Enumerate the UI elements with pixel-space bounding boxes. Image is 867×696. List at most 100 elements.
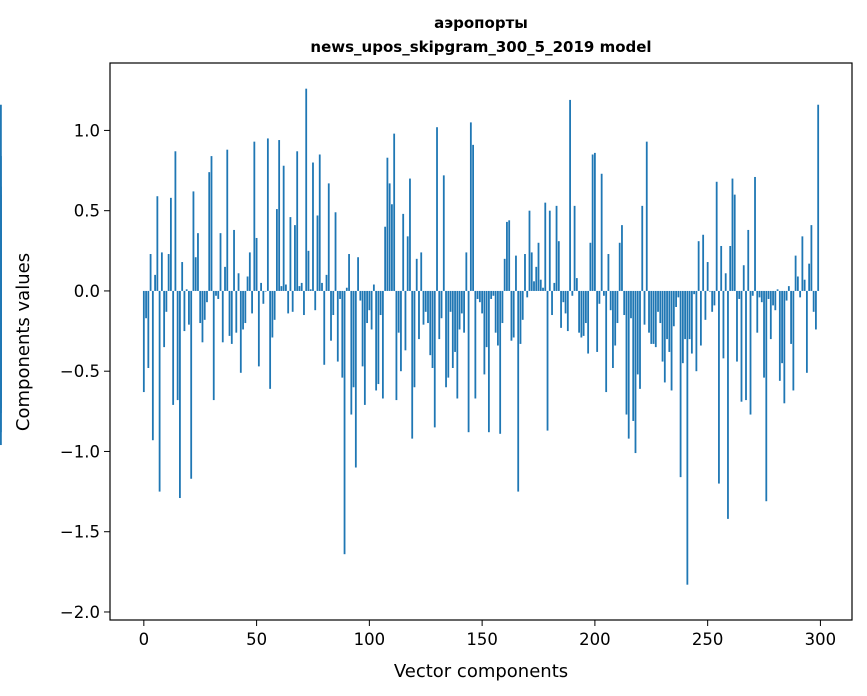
y-tick-label: −1.5 [60, 523, 100, 542]
bar [618, 242, 621, 291]
bar [492, 290, 495, 296]
bar [246, 276, 249, 291]
bar [190, 290, 193, 479]
bar [305, 88, 308, 291]
bar [174, 151, 177, 291]
bar [221, 290, 224, 343]
bar [201, 290, 204, 343]
bar [517, 290, 520, 492]
bar [684, 290, 686, 340]
bar [607, 254, 610, 291]
bar [603, 290, 605, 296]
bar [632, 290, 635, 421]
bar [548, 210, 551, 291]
bar [634, 290, 637, 454]
bar [345, 287, 348, 291]
bar [197, 233, 199, 291]
bar [677, 290, 680, 298]
bar [803, 279, 806, 291]
bar [368, 290, 371, 311]
bar [393, 133, 396, 291]
bar [754, 176, 756, 291]
bar [0, 290, 2, 324]
bar [515, 255, 517, 291]
bar [314, 290, 317, 311]
bar [566, 290, 569, 332]
x-tick-label: 200 [579, 630, 611, 649]
bar [366, 290, 368, 324]
bar [542, 287, 544, 291]
bar [188, 290, 190, 325]
bar [361, 290, 364, 367]
bar [625, 290, 628, 415]
bar [596, 290, 599, 352]
x-tick-label: 0 [139, 630, 150, 649]
bar [158, 290, 161, 492]
bar [395, 290, 398, 401]
y-tick-label: 1.0 [74, 121, 100, 140]
bar [323, 290, 326, 365]
bar [598, 290, 601, 304]
x-tick-label: 50 [246, 630, 267, 649]
bar [420, 252, 423, 291]
bar [630, 290, 632, 319]
bar [282, 165, 285, 291]
bar [693, 290, 696, 295]
y-axis-label: Components values [13, 253, 34, 431]
bar [530, 252, 533, 291]
bar [169, 197, 172, 291]
bar [460, 290, 463, 314]
bar [400, 290, 402, 372]
bar [431, 290, 434, 368]
bar [156, 196, 159, 291]
bar [627, 290, 630, 439]
bar [165, 290, 168, 312]
bar [228, 290, 231, 336]
bar [145, 290, 147, 319]
chart-subtitle: news_upos_skipgram_300_5_2019 model [310, 38, 651, 56]
bar [411, 290, 414, 439]
bar [266, 138, 269, 291]
bar [379, 290, 382, 316]
bar [544, 202, 547, 291]
bar [481, 290, 484, 314]
bar [397, 290, 400, 333]
bar [785, 290, 788, 301]
bar [0, 290, 2, 413]
bar [465, 252, 468, 291]
bar [643, 290, 646, 325]
bar [179, 290, 181, 499]
bar [584, 290, 587, 324]
bar [524, 254, 526, 291]
bar [756, 290, 759, 333]
bar [478, 290, 481, 303]
bar [330, 290, 332, 341]
bar [424, 290, 427, 312]
bar [510, 290, 513, 341]
bar [248, 252, 251, 291]
x-axis-label: Vector components [394, 661, 568, 682]
bar [792, 290, 795, 391]
bar [645, 141, 648, 291]
bar [709, 290, 711, 292]
bar [555, 205, 558, 291]
bar [575, 278, 578, 291]
bar [553, 282, 556, 291]
bar [325, 274, 328, 291]
bar [738, 290, 741, 299]
bar [526, 290, 529, 298]
bar [702, 234, 705, 291]
bar [796, 276, 799, 291]
bar [442, 175, 445, 291]
bar [230, 290, 233, 344]
y-tick-label: 0.5 [74, 202, 100, 221]
bar [451, 290, 454, 368]
bar [706, 262, 709, 291]
y-tick-label: 0.0 [74, 282, 100, 301]
bar [386, 157, 389, 291]
bar [494, 290, 497, 333]
bar [321, 282, 323, 291]
bar [593, 152, 596, 291]
bar [503, 258, 506, 291]
bar [291, 290, 294, 312]
